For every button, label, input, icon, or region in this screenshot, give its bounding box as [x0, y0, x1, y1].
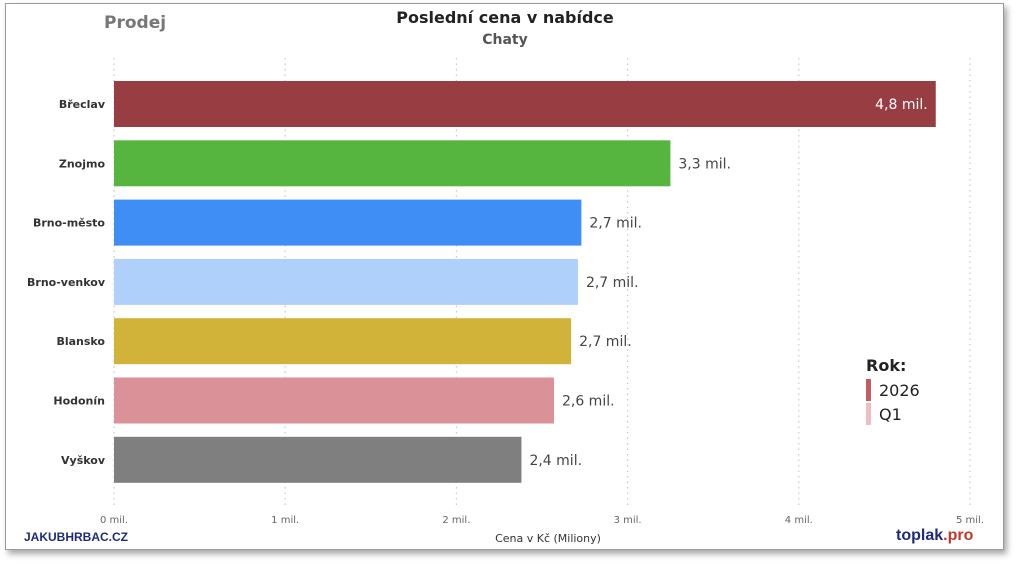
category-label-1: Znojmo — [59, 157, 106, 170]
legend-item-q1: Q1 — [866, 403, 920, 425]
value-label-5: 2,6 mil. — [562, 394, 615, 410]
x-tick-label-0: 0 mil. — [100, 515, 128, 526]
bar-1 — [114, 140, 671, 187]
legend-label-2026: 2026 — [879, 380, 920, 400]
legend-swatch-q1 — [866, 403, 871, 425]
x-tick-label-3: 3 mil. — [614, 515, 642, 526]
x-tick-label-2: 2 mil. — [442, 515, 470, 526]
x-tick-label-5: 5 mil. — [956, 515, 984, 526]
bars — [114, 81, 936, 483]
bar-2 — [114, 199, 582, 246]
source-left[interactable]: JAKUBHRBAC.CZ — [24, 530, 128, 544]
value-label-2: 2,7 mil. — [589, 216, 642, 232]
bar-5 — [114, 377, 554, 424]
category-label-4: Blansko — [56, 335, 105, 348]
legend-swatch-2026 — [866, 379, 871, 401]
chart-title: Poslední cena v nabídce — [396, 8, 614, 27]
category-label-6: Vyškov — [61, 454, 106, 467]
category-label-5: Hodonín — [53, 395, 105, 408]
value-label-0: 4,8 mil. — [875, 97, 928, 113]
x-tick-label-4: 4 mil. — [785, 515, 813, 526]
category-label-0: Břeclav — [59, 98, 106, 111]
bar-4 — [114, 318, 572, 365]
source-right-accent: .pro — [943, 527, 974, 544]
bar-0 — [114, 81, 936, 127]
bar-3 — [114, 258, 578, 305]
source-right-main: toplak — [896, 527, 944, 544]
source-right[interactable]: toplak.pro — [896, 527, 973, 545]
category-label-3: Brno-venkov — [27, 276, 106, 289]
value-label-3: 2,7 mil. — [586, 275, 639, 291]
legend-item-2026: 2026 — [866, 379, 920, 401]
category-label-2: Brno-město — [33, 217, 105, 230]
corner-label: Prodej — [104, 13, 167, 33]
chart-subtitle: Chaty — [482, 32, 528, 48]
legend-label-q1: Q1 — [879, 404, 902, 424]
x-axis-label: Cena v Kč (Miliony) — [495, 532, 601, 545]
value-label-4: 2,7 mil. — [579, 334, 632, 350]
value-label-6: 2,4 mil. — [529, 453, 582, 469]
value-label-1: 3,3 mil. — [678, 156, 731, 172]
bar-6 — [114, 436, 522, 483]
x-tick-label-1: 1 mil. — [271, 515, 299, 526]
legend-title: Rok: — [866, 356, 907, 375]
legend: Rok: 2026 Q1 — [866, 356, 920, 427]
labels: 0 mil. 1 mil. 2 mil. 3 mil. 4 mil. 5 mil. Břec… — [27, 97, 984, 526]
